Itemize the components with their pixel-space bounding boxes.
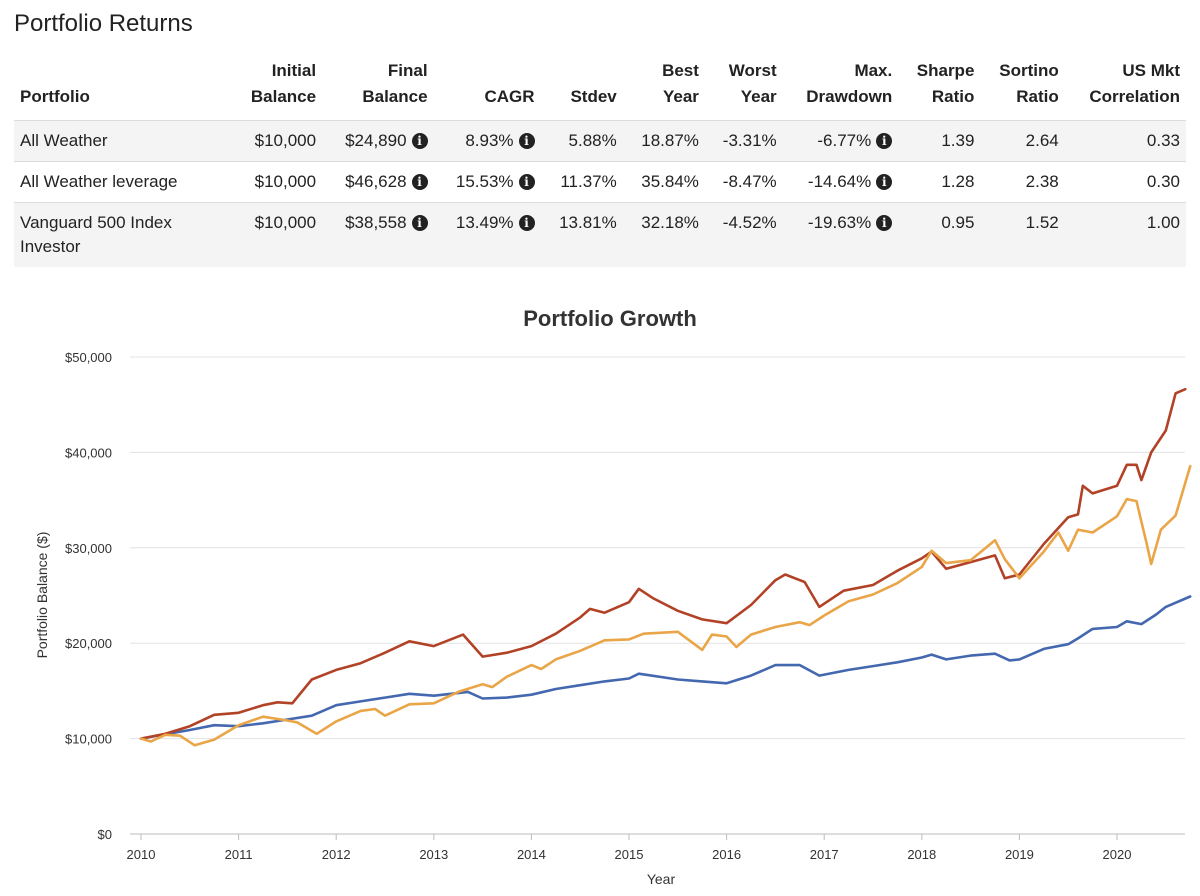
page-title: Portfolio Returns [14,10,193,37]
y-tick-label: $40,000 [65,445,112,460]
x-tick-label: 2019 [1005,847,1034,862]
cell-stdev: 5.88% [540,120,623,162]
cell-initial-balance: $10,000 [231,120,323,162]
info-circle-icon[interactable]: i [876,174,893,190]
cell-max-drawdown: -14.64% i [782,161,899,203]
cell-sharpe-ratio: 0.95 [898,202,981,267]
chart-title: Portfolio Growth [523,306,697,331]
info-circle-icon[interactable]: i [411,174,428,190]
info-circle-icon[interactable]: i [411,133,428,149]
cell-sharpe-ratio: 1.39 [898,120,981,162]
cell-final-balance: $38,558 i [322,202,434,267]
x-tick-label: 2011 [225,847,253,862]
cell-stdev: 13.81% [540,202,623,267]
header-final-balance: Final Balance [362,61,428,106]
header-us-mkt-correlation: US Mkt Correlation [1089,61,1180,106]
cell-sortino-ratio: 2.64 [980,120,1065,162]
header-max-drawdown: Max. Drawdown [806,61,893,106]
series-line-3 [139,464,1192,747]
portfolio-returns-table: Portfolio Initial Balance Final Balance CA… [14,52,1186,267]
y-tick-label: $50,000 [65,350,112,365]
cell-portfolio: All Weather leverage [14,161,231,203]
x-tick-label: 2015 [615,847,644,862]
table-row: All Weather $10,000 $24,890 i 8.93% i 5.88… [14,120,1186,162]
x-tick-label: 2010 [127,847,156,862]
cell-sortino-ratio: 2.38 [980,161,1065,203]
table-row: All Weather leverage $10,000 $46,628 i 15… [14,161,1186,203]
cell-worst-year: -8.47% [704,161,783,203]
y-tick-label: $20,000 [65,636,112,651]
info-circle-icon[interactable]: i [518,133,535,149]
x-tick-label: 2014 [517,847,546,862]
header-stdev: Stdev [570,87,617,106]
header-best-year: Best Year [662,61,699,106]
cell-sortino-ratio: 1.52 [980,202,1065,267]
info-circle-icon[interactable]: i [411,215,428,231]
cell-cagr: 15.53% i [433,161,541,203]
header-sortino-ratio: Sortino Ratio [999,61,1059,106]
cell-cagr: 8.93% i [433,120,541,162]
cell-portfolio: Vanguard 500 Index Investor [14,202,231,267]
x-tick-label: 2018 [907,847,936,862]
cell-max-drawdown: -19.63% i [782,202,899,267]
cell-sharpe-ratio: 1.28 [898,161,981,203]
cell-cagr: 13.49% i [433,202,541,267]
table-row: Vanguard 500 Index Investor $10,000 $38,… [14,202,1186,267]
cell-portfolio: All Weather [14,120,231,162]
cell-max-drawdown: -6.77% i [782,120,899,162]
series-line-1 [139,595,1192,740]
cell-final-balance: $46,628 i [322,161,434,203]
table-header-row: Portfolio Initial Balance Final Balance CA… [14,52,1186,121]
cell-best-year: 35.84% [622,161,705,203]
header-initial-balance: Initial Balance [250,61,317,106]
cell-us-mkt-correlation: 0.30 [1064,161,1186,203]
header-cagr: CAGR [484,87,535,106]
y-tick-label: $30,000 [65,541,112,556]
header-sharpe-ratio: Sharpe Ratio [916,61,975,106]
y-tick-label: $0 [98,827,112,842]
info-circle-icon[interactable]: i [876,215,893,231]
cell-stdev: 11.37% [540,161,623,203]
x-tick-label: 2020 [1103,847,1132,862]
header-portfolio: Portfolio [20,87,90,106]
info-circle-icon[interactable]: i [876,133,893,149]
x-axis-title: Year [647,871,676,887]
y-tick-label: $10,000 [65,732,112,747]
cell-best-year: 18.87% [622,120,705,162]
portfolio-growth-chart: Portfolio Growth $0 $10,000 $20,000 $30,000 $… [34,306,1192,887]
cell-initial-balance: $10,000 [231,161,323,203]
cell-worst-year: -3.31% [704,120,783,162]
x-tick-label: 2012 [322,847,351,862]
info-circle-icon[interactable]: i [518,174,535,190]
x-tick-label: 2017 [810,847,839,862]
y-axis-title: Portfolio Balance ($) [34,532,50,659]
header-worst-year: Worst Year [728,61,777,106]
x-tick-label: 2013 [419,847,448,862]
cell-worst-year: -4.52% [704,202,783,267]
x-tick-label: 2016 [712,847,741,862]
cell-initial-balance: $10,000 [231,202,323,267]
cell-us-mkt-correlation: 1.00 [1064,202,1186,267]
cell-best-year: 32.18% [622,202,705,267]
cell-final-balance: $24,890 i [322,120,434,162]
series-line-2 [139,387,1187,740]
info-circle-icon[interactable]: i [518,215,535,231]
cell-us-mkt-correlation: 0.33 [1064,120,1186,162]
